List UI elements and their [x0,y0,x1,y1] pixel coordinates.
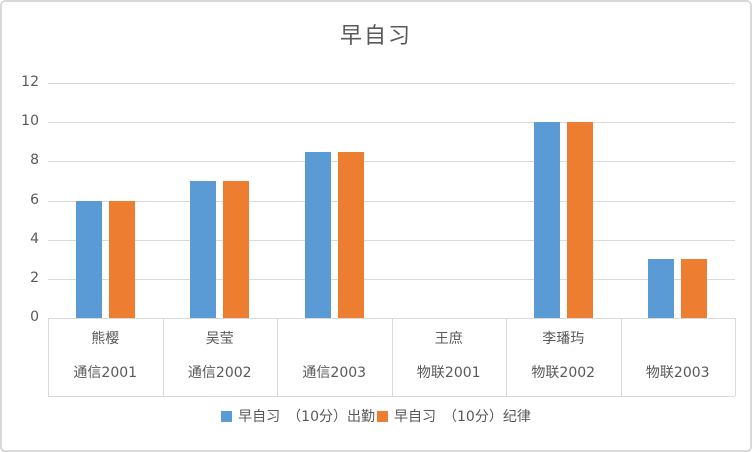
gridline [48,239,735,241]
y-tick-label: 0 [30,309,39,325]
y-tick-label: 10 [21,113,39,130]
legend-item: 早自习 （10分）出勤 [221,406,375,426]
legend-swatch-icon [221,410,233,422]
legend-label: 早自习 （10分）出勤 [238,409,375,425]
category-separator [162,318,164,396]
y-tick-label: 2 [30,269,39,286]
category-separator [620,318,622,396]
category-separator [735,318,736,396]
bar-orange-cat2 [223,180,250,318]
category-separator [506,318,507,396]
bar-orange-cat5 [566,122,593,318]
category-class: 通信2003 [302,365,367,381]
category-class: 通信2001 [73,365,138,381]
bar-orange-cat3 [337,151,364,318]
y-tick-label: 6 [30,191,39,208]
legend-item: 早自习 （10分）纪律 [377,406,531,426]
legend-label: 早自习 （10分）纪律 [394,409,531,425]
category-separator [277,318,278,396]
bar-blue-cat2 [190,180,217,318]
category-separator [391,318,393,396]
category-name: 李璠玙 [542,331,585,347]
category-class: 通信2002 [187,365,252,381]
category-name: 王庶 [434,331,463,347]
bar-blue-cat1 [75,200,102,318]
bar-blue-cat3 [304,151,331,318]
category-class: 物联2003 [645,365,710,381]
gridline [48,200,735,202]
legend-swatch-icon [377,410,388,422]
category-class: 物联2001 [416,365,481,381]
bar-blue-cat6 [648,259,675,318]
category-separator [48,318,49,396]
legend: 早自习 （10分）出勤 早自习 （10分）纪律 [2,402,750,430]
y-tick-label: 4 [30,230,39,247]
chart-title: 早自习 [339,24,412,49]
y-tick-label: 8 [30,152,39,169]
bar-blue-cat5 [533,122,560,318]
gridline [48,83,735,84]
bar-orange-cat1 [108,200,135,318]
category-name: 熊樱 [91,331,120,347]
x-axis-bottom-border [48,396,735,397]
category-class: 物联2002 [531,365,596,381]
gridline [48,278,735,280]
category-name: 吴莹 [205,331,234,347]
gridline [48,161,735,163]
bar-orange-cat6 [681,259,708,318]
y-tick-label: 12 [21,74,39,90]
gridline [48,122,735,124]
